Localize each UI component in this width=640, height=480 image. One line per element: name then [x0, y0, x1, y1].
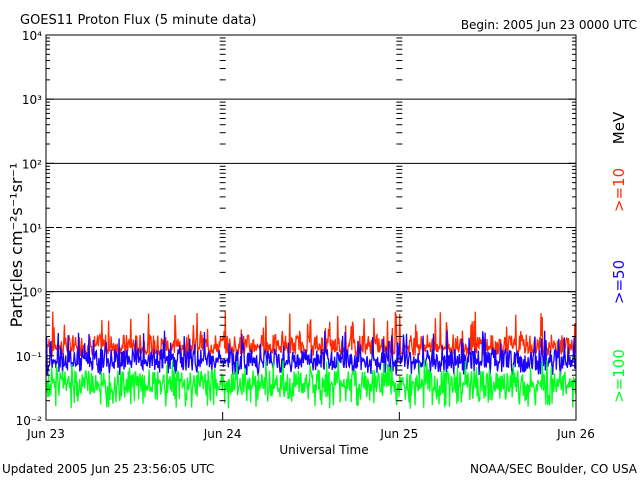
series-line-2 — [45, 330, 577, 377]
plot-area: 10⁻² 10⁻¹ 10⁰ 10¹ 10² 10³ 10⁴ Jun 23 Jun 24 Jun 2… — [16, 29, 595, 441]
footer-credit: NOAA/SEC Boulder, CO USA — [470, 462, 638, 476]
x-tick-label: Jun 25 — [379, 427, 418, 441]
y-tick-label: 10⁻² — [16, 414, 43, 428]
x-tick-label: Jun 26 — [556, 427, 595, 441]
y-tick-label: 10² — [22, 157, 42, 171]
y-tick-label: 10⁰ — [22, 286, 42, 300]
legend-unit: MeV — [610, 111, 628, 144]
series-line-3 — [45, 359, 577, 409]
day-tick-column-2 — [219, 37, 226, 420]
y-tick-label: 10¹ — [22, 222, 42, 236]
y-tick-label: 10⁻¹ — [16, 350, 43, 364]
x-tick-label: Jun 23 — [26, 427, 65, 441]
legend-entry-2: >=50 — [610, 260, 628, 304]
series-line-1 — [45, 311, 577, 357]
x-tick-label: Jun 24 — [203, 427, 242, 441]
footer-updated: Updated 2005 Jun 25 23:56:05 UTC — [2, 462, 214, 476]
x-axis-label: Universal Time — [279, 443, 368, 457]
chart-title: GOES11 Proton Flux (5 minute data) — [20, 13, 256, 28]
y-axis-label: Particles cm⁻²s⁻¹sr⁻¹ — [7, 163, 26, 328]
legend-entry-3: >=100 — [610, 349, 628, 403]
legend: >=10 >=50 >=100 — [610, 168, 628, 403]
begin-time: Begin: 2005 Jun 23 0000 UTC — [461, 18, 637, 32]
y-tick-label: 10⁴ — [22, 29, 42, 43]
y-tick-label: 10³ — [22, 93, 42, 107]
day-tick-column-3 — [396, 37, 403, 420]
legend-entry-1: >=10 — [610, 168, 628, 212]
